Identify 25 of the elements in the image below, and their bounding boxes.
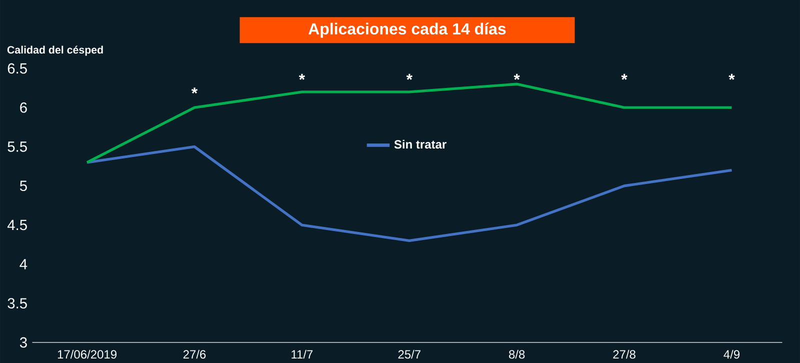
x-tick-label: 27/8 bbox=[613, 350, 636, 359]
y-tick-label: 3.5 bbox=[8, 298, 27, 308]
line-series bbox=[86, 82, 734, 164]
y-tick-label: 6.5 bbox=[8, 63, 27, 74]
y-tick-label: 3 bbox=[20, 337, 27, 348]
y-tick-label: 5.5 bbox=[8, 142, 27, 152]
x-tick-label: 27/6 bbox=[183, 350, 206, 359]
x-tick-label: 25/7 bbox=[398, 350, 420, 359]
x-tick-label: 4/9 bbox=[724, 350, 740, 359]
y-tick-label: 5 bbox=[20, 180, 27, 191]
annotation: * bbox=[621, 74, 628, 80]
y-tick-label: 4 bbox=[20, 259, 28, 270]
chart-title: Aplicaciones cada 14 días bbox=[308, 22, 506, 38]
x-tick-label: 11/7 bbox=[292, 350, 313, 359]
annotation: * bbox=[728, 74, 735, 80]
legend-label: Sin tratar bbox=[394, 140, 446, 149]
annotation: * bbox=[514, 74, 520, 80]
y-tick-label: 4.5 bbox=[7, 220, 27, 230]
annotation: * bbox=[191, 88, 198, 94]
annotation: * bbox=[406, 74, 412, 80]
x-tick-label: 17/06/2019 bbox=[58, 350, 116, 359]
y-axis-title: Calidad del césped bbox=[7, 46, 103, 56]
x-tick-label: 8/8 bbox=[509, 350, 525, 359]
annotation: * bbox=[298, 74, 306, 80]
y-tick-label: 6 bbox=[20, 102, 27, 113]
